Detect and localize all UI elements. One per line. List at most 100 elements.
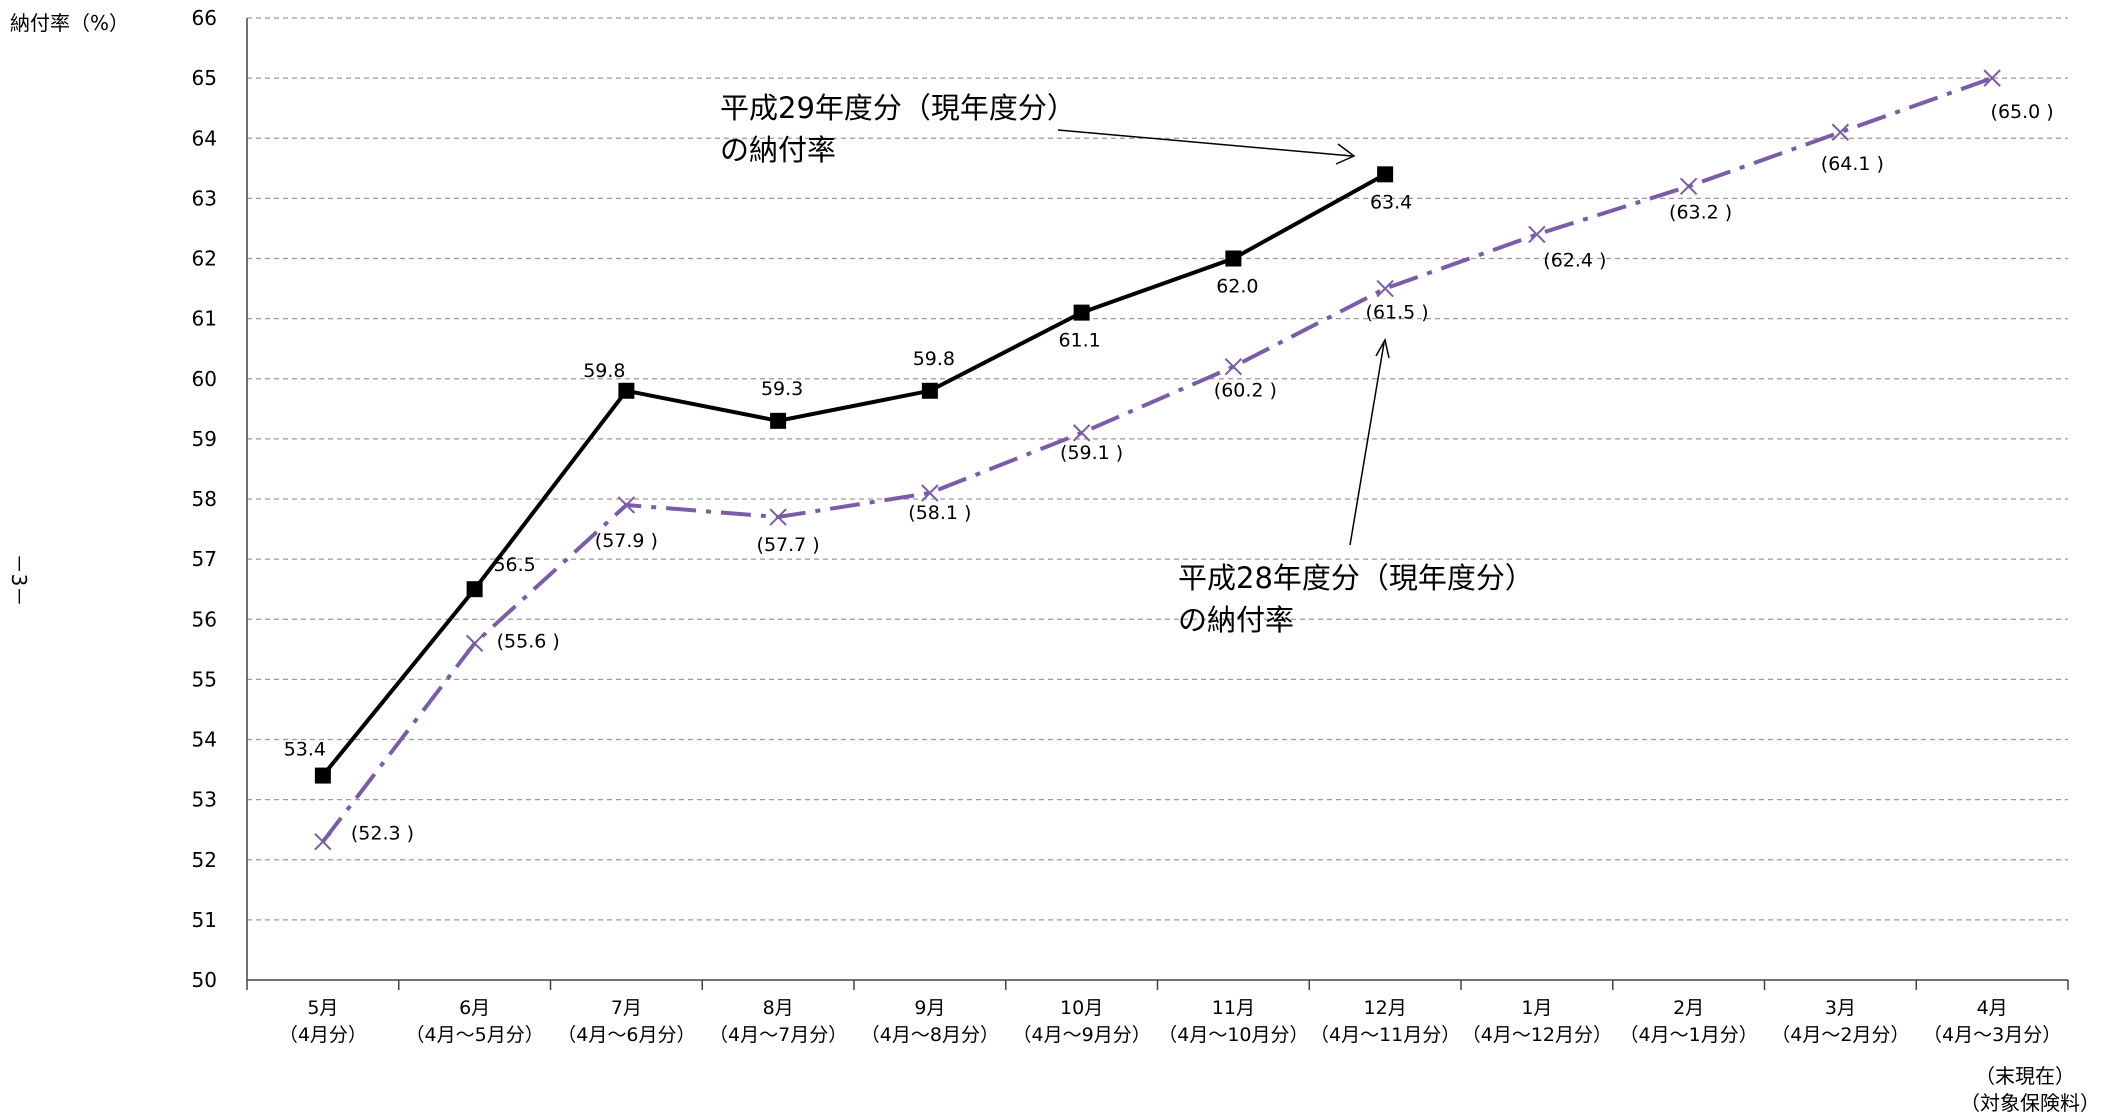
annotation-h29-line1: 平成29年度分（現年度分） (720, 91, 1076, 125)
x-tick-label-month: 6月 (459, 997, 490, 1019)
series-h29-line (321, 172, 1387, 777)
series-group: (52.3 ) (55.6 ) (57.9 ) (57.7 ) (58.1 ) (59.1… (284, 69, 2054, 851)
footer-line1: （末現在） (1975, 1064, 2075, 1088)
y-tick-label: 53 (192, 788, 217, 812)
y-tick-label: 59 (192, 427, 217, 451)
x-tick-label-range: （4月～2月分） (1771, 1024, 1909, 1046)
series-h29-data-label: 59.8 (583, 360, 625, 382)
series-h29-marker (1225, 250, 1242, 267)
series-h28-data-label: (55.6 ) (497, 630, 560, 652)
series-h28-marker (1528, 225, 1546, 244)
series-h28-data-label: (63.2 ) (1669, 201, 1732, 223)
y-axis-label: 納付率（%） (10, 11, 129, 35)
arrow-h29-head (1335, 143, 1356, 165)
series-h28-marker (1224, 358, 1243, 376)
y-tick-label: 58 (192, 487, 217, 511)
series-h29-data-label: 61.1 (1058, 330, 1100, 352)
y-tick-label: 55 (192, 667, 217, 691)
x-tick-label-range: （4月～6月分） (557, 1024, 695, 1046)
series-h28-data-label: (57.9 ) (595, 530, 658, 552)
series-h29-marker (314, 767, 331, 784)
series-h28-line (321, 76, 1993, 843)
y-tick-label: 54 (192, 728, 217, 752)
arrow-h29 (1057, 129, 1353, 157)
x-tick-label-month: 5月 (307, 997, 338, 1019)
y-tick-label: 52 (192, 848, 217, 872)
x-tick-label-month: 10月 (1060, 997, 1103, 1019)
annotations: 平成29年度分（現年度分） の納付率 平成28年度分（現年度分） の納付率 (720, 91, 1534, 637)
series-h29-marker (1377, 166, 1394, 183)
series-h29-data-label: 53.4 (284, 739, 326, 761)
x-tick-label-month: 3月 (1825, 997, 1856, 1019)
series-h28-data-label: (65.0 ) (1991, 101, 2054, 123)
series-h28-marker (921, 484, 939, 502)
footer-line2: （対象保険料） (1960, 1091, 2100, 1115)
series-h28-data-label: (64.1 ) (1821, 153, 1884, 175)
arrow-h28-head (1375, 337, 1390, 359)
x-tick-label-month: 8月 (763, 997, 794, 1019)
y-axis-ticks: 50 51 52 53 54 55 56 57 58 59 60 61 62 63 64 65 66 (192, 6, 217, 992)
y-tick-label: 50 (192, 968, 217, 992)
x-tick-label-range: （4月分） (279, 1024, 367, 1046)
x-tick-label-range: （4月～12月分） (1462, 1024, 1612, 1046)
axes (246, 18, 2069, 990)
series-h28-marker (1072, 424, 1091, 442)
annotation-h29-line2: の納付率 (720, 133, 836, 167)
y-tick-label: 63 (192, 186, 217, 210)
x-tick-label-month: 4月 (1977, 997, 2008, 1019)
x-tick-label-range: （4月～5月分） (406, 1024, 544, 1046)
x-tick-label-month: 11月 (1212, 997, 1255, 1019)
series-h28-marker (314, 833, 332, 851)
series-h29-data-label: 62.0 (1216, 276, 1258, 298)
x-tick-label-range: （4月～3月分） (1923, 1024, 2061, 1046)
series-h28-data-label: (62.4 ) (1543, 249, 1606, 271)
arrow-h28 (1349, 342, 1385, 546)
x-tick-label-range: （4月～8月分） (861, 1024, 999, 1046)
series-h28-marker (1983, 69, 2001, 87)
y-tick-label: 61 (192, 307, 217, 331)
series-h29-marker (770, 412, 787, 429)
x-tick-label-month: 12月 (1364, 997, 1407, 1019)
x-tick-label-month: 2月 (1673, 997, 1704, 1019)
annotation-arrows (1057, 129, 1390, 546)
series-h28-marker (1376, 279, 1394, 298)
x-tick-label-range: （4月～9月分） (1013, 1024, 1151, 1046)
series-h28-data-label: (58.1 ) (908, 502, 971, 524)
x-tick-label-month: 7月 (611, 997, 642, 1019)
y-tick-label: 65 (192, 66, 217, 90)
series-h29-data-label: 63.4 (1370, 191, 1412, 213)
y-tick-label: 66 (192, 6, 217, 30)
gridlines (247, 17, 2068, 921)
x-tick-label-range: （4月～7月分） (709, 1024, 847, 1046)
series-h28-data-label: (60.2 ) (1214, 380, 1277, 402)
annotation-h28-line1: 平成28年度分（現年度分） (1178, 561, 1534, 595)
x-tick-label-range: （4月～11月分） (1310, 1024, 1460, 1046)
y-tick-label: 57 (192, 547, 217, 571)
series-h28-marker (769, 508, 787, 526)
x-tick-label-range: （4月～1月分） (1620, 1024, 1758, 1046)
y-tick-label: 60 (192, 367, 217, 391)
x-axis-ticks: 5月 （4月分） 6月 （4月～5月分） 7月 （4月～6月分） 8月 （4月～7月分） 9月 （… (279, 997, 2061, 1046)
series-h28-data-label: (61.5 ) (1366, 302, 1429, 324)
series-h29-marker (466, 581, 483, 598)
series-h29-marker (921, 382, 938, 399)
page-number: －3－ (7, 554, 31, 607)
series-h28-data-label: (57.7 ) (757, 534, 820, 556)
x-tick-label-month: 9月 (914, 997, 945, 1019)
x-tick-label-month: 1月 (1521, 997, 1552, 1019)
y-tick-label: 51 (192, 908, 217, 932)
series-h28-marker (617, 496, 636, 514)
series-h29-marker (1073, 304, 1090, 321)
y-tick-label: 64 (192, 126, 217, 150)
series-h28-marker (1831, 123, 1850, 141)
y-tick-label: 56 (192, 607, 217, 631)
series-h29-marker (618, 382, 635, 399)
series-h29-data-label: 59.8 (913, 348, 955, 370)
series-h28-data-label: (59.1 ) (1060, 442, 1123, 464)
series-h28-marker (1679, 177, 1698, 196)
series-h29-data-label: 59.3 (761, 378, 803, 400)
y-tick-label: 62 (192, 247, 217, 271)
series-h29-data-label: 56.5 (493, 554, 535, 576)
series-h28-data-label: (52.3 ) (351, 823, 414, 845)
